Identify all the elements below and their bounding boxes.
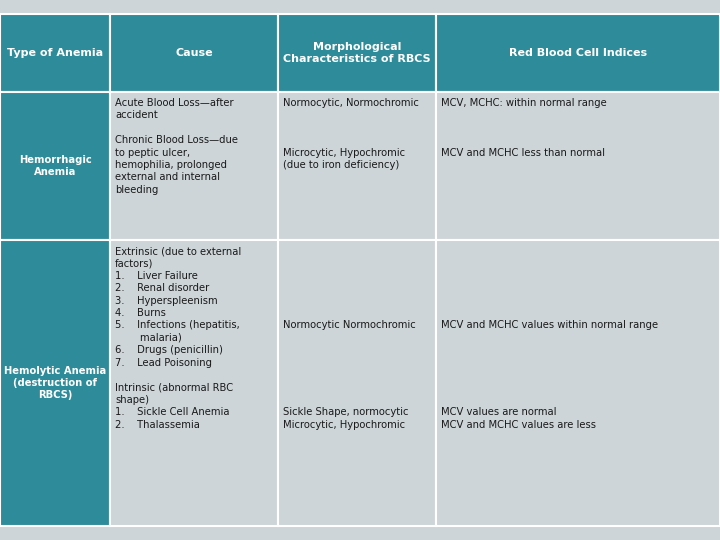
Bar [278,14,436,92]
Bar [0,92,110,240]
Text: Cause: Cause [175,48,213,58]
Text: Acute Blood Loss—after
accident

Chronic Blood Loss—due
to peptic ulcer,
hemophi: Acute Blood Loss—after accident Chronic … [115,98,238,195]
Text: MCV, MCHC: within normal range



MCV and MCHC less than normal: MCV, MCHC: within normal range MCV and M… [441,98,607,158]
Bar [110,240,278,526]
Text: Extrinsic (due to external
factors)
1.    Liver Failure
2.    Renal disorder
3. : Extrinsic (due to external factors) 1. L… [115,246,241,430]
Bar [278,92,436,240]
Bar [436,240,720,526]
Bar [436,14,720,92]
Text: Morphological
Characteristics of RBCS: Morphological Characteristics of RBCS [283,42,431,64]
Text: Normocytic Normochromic






Sickle Shape, normocytic
Microcytic, Hypochromic: Normocytic Normochromic Sickle Shape, no… [283,246,415,430]
Bar [110,14,278,92]
Text: Red Blood Cell Indices: Red Blood Cell Indices [509,48,647,58]
Text: Type of Anemia: Type of Anemia [7,48,103,58]
Bar [0,14,110,92]
Text: Hemorrhagic
Anemia: Hemorrhagic Anemia [19,155,91,177]
Text: Hemolytic Anemia
(destruction of
RBCS): Hemolytic Anemia (destruction of RBCS) [4,366,106,400]
Text: Normocytic, Normochromic



Microcytic, Hypochromic
(due to iron deficiency): Normocytic, Normochromic Microcytic, Hyp… [283,98,419,170]
Bar [110,92,278,240]
Text: MCV and MCHC values within normal range






MCV values are normal
MCV and MCHC: MCV and MCHC values within normal range … [441,246,658,430]
Bar [436,92,720,240]
Bar [278,240,436,526]
Bar [0,240,110,526]
